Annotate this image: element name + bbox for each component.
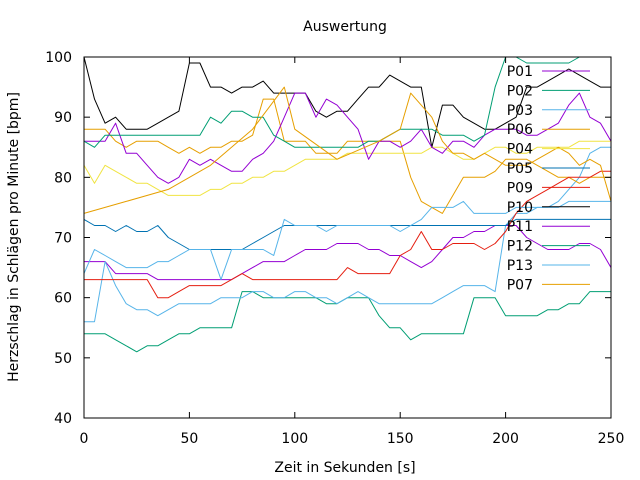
legend: P01 P02 P03 P06 P04 P05 P09 P10 P11 P12 P13 P07 — [507, 64, 590, 293]
x-tick-label: 200 — [492, 431, 519, 447]
chart-title: Auswertung — [303, 19, 387, 35]
legend-label-p02: P02 — [507, 83, 533, 99]
legend-label-p12: P12 — [507, 239, 533, 255]
x-axis-label: Zeit in Sekunden [s] — [274, 460, 415, 476]
x-tick-label: 100 — [281, 431, 308, 447]
legend-label-p07: P07 — [507, 277, 533, 293]
x-tick-label: 0 — [80, 431, 89, 447]
series-line-p10 — [83, 56, 611, 148]
y-tick-label: 80 — [54, 170, 72, 186]
legend-label-p04: P04 — [507, 142, 533, 158]
legend-label-p01: P01 — [507, 64, 533, 80]
legend-label-p05: P05 — [507, 161, 533, 177]
series-line-p04 — [83, 140, 611, 196]
legend-label-p10: P10 — [507, 200, 533, 216]
x-tick-label: 150 — [387, 431, 414, 447]
legend-label-p09: P09 — [507, 180, 533, 196]
y-tick-label: 70 — [54, 231, 72, 247]
x-tick-label: 50 — [180, 431, 198, 447]
series-line-p11 — [84, 92, 612, 184]
y-tick-label: 90 — [54, 110, 72, 126]
legend-label-p06: P06 — [507, 122, 533, 138]
series-line-p07 — [83, 86, 612, 214]
y-tick-label: 40 — [54, 411, 72, 427]
legend-label-p03: P03 — [507, 103, 533, 119]
x-tick-label: 250 — [598, 431, 625, 447]
legend-label-p11: P11 — [507, 219, 533, 235]
series-line-p13 — [83, 200, 611, 281]
series-line-p09 — [84, 170, 611, 299]
series-layer — [83, 56, 612, 353]
series-line-p06 — [84, 98, 611, 214]
axes-layer: 0 50 100 150 200 250 40 50 60 70 80 90 100 — [45, 50, 624, 447]
y-tick-label: 100 — [45, 50, 72, 66]
y-axis-label: Herzschlag in Schlägen pro Minute [bpm] — [6, 92, 22, 382]
y-tick-label: 50 — [54, 351, 72, 367]
y-tick-label: 60 — [54, 291, 72, 307]
series-line-p02 — [84, 291, 611, 353]
series-line-p03 — [84, 146, 611, 323]
series-line-p01 — [84, 225, 612, 281]
legend-label-p13: P13 — [507, 258, 533, 274]
series-line-p12 — [83, 56, 611, 148]
